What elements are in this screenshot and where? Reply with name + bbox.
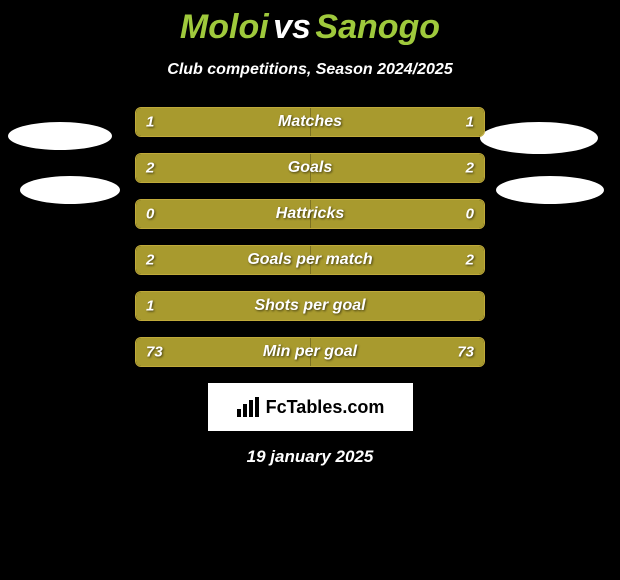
stat-row: 1 Shots per goal <box>135 291 485 321</box>
stat-value-left: 0 <box>146 206 154 223</box>
player1-name: Moloi <box>180 8 269 47</box>
stat-value-left: 1 <box>146 114 154 131</box>
stat-value-right: 2 <box>466 252 474 269</box>
vs-text: vs <box>273 8 311 47</box>
stat-row: 1 1 Matches <box>135 107 485 137</box>
stat-value-right: 73 <box>457 344 474 361</box>
stat-value-left: 2 <box>146 252 154 269</box>
stat-value-left: 73 <box>146 344 163 361</box>
decorative-ellipse <box>496 176 604 204</box>
stat-label: Shots per goal <box>254 297 365 315</box>
decorative-ellipse <box>20 176 120 204</box>
stat-row: 73 73 Min per goal <box>135 337 485 367</box>
chart-icon <box>236 397 260 417</box>
decorative-ellipse <box>8 122 112 150</box>
stat-row: 0 0 Hattricks <box>135 199 485 229</box>
stat-value-left: 1 <box>146 298 154 315</box>
player2-name: Sanogo <box>315 8 440 47</box>
stat-value-right: 0 <box>466 206 474 223</box>
stat-label: Goals <box>288 159 332 177</box>
stats-comparison: 1 1 Matches 2 2 Goals 0 0 Hattricks 2 2 Goals per m… <box>135 107 485 367</box>
title-row: Moloi vs Sanogo <box>0 0 620 47</box>
stat-row: 2 2 Goals per match <box>135 245 485 275</box>
stat-value-right: 1 <box>466 114 474 131</box>
stat-row: 2 2 Goals <box>135 153 485 183</box>
stat-value-right: 2 <box>466 160 474 177</box>
subtitle: Club competitions, Season 2024/2025 <box>0 61 620 79</box>
decorative-ellipse <box>480 122 598 154</box>
stat-bar-left <box>136 154 310 182</box>
stat-label: Goals per match <box>247 251 372 269</box>
stat-label: Matches <box>278 113 342 131</box>
stat-bar-right <box>310 154 484 182</box>
stat-label: Hattricks <box>276 205 344 223</box>
stat-label: Min per goal <box>263 343 357 361</box>
stat-value-left: 2 <box>146 160 154 177</box>
date: 19 january 2025 <box>0 447 620 467</box>
source-badge: FcTables.com <box>208 383 413 431</box>
badge-text: FcTables.com <box>266 397 385 418</box>
